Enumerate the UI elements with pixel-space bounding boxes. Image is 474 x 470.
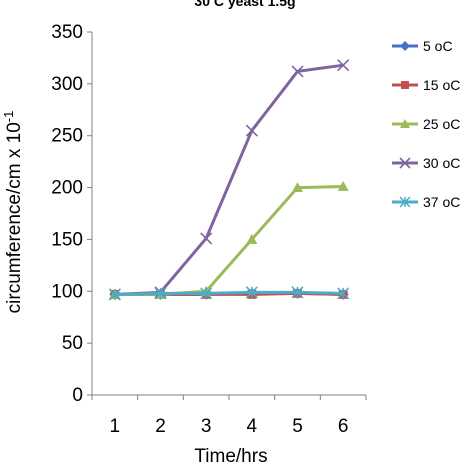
series-2	[109, 181, 349, 299]
data-point	[337, 181, 349, 191]
data-point	[245, 286, 258, 299]
legend-entry: 25 oC	[392, 116, 460, 132]
y-axis-label: circumference/cm x 10	[4, 122, 25, 313]
x-tick-label: 4	[247, 416, 258, 437]
y-axis-title: circumference/cm x 10-1	[1, 111, 26, 314]
legend-entry: 30 oC	[392, 155, 460, 171]
plot-area: 0 50 100 150 200 250 300 350 1 2 3 4 5 6	[51, 22, 367, 437]
data-point	[337, 59, 350, 72]
legend-swatch-marker	[399, 196, 411, 208]
data-point	[200, 232, 213, 245]
legend-swatch-marker	[399, 157, 411, 169]
y-tick-label: 250	[51, 126, 83, 147]
y-tick-label: 100	[51, 281, 83, 302]
legend-swatch-marker	[400, 119, 410, 128]
x-tick-label: 3	[201, 416, 212, 437]
chart-title: 30 C yeast 1.5g	[194, 0, 295, 9]
data-point	[337, 287, 350, 300]
data-point-stroke	[337, 59, 350, 72]
data-point	[200, 287, 213, 300]
data-point-stroke	[200, 232, 213, 245]
series-4	[108, 286, 350, 301]
svg-text:circumference/cm x 10-1: circumference/cm x 10-1	[1, 111, 26, 314]
y-tick-label: 350	[51, 22, 83, 43]
legend-entry: 37 oC	[392, 194, 460, 210]
y-tick-label: 0	[72, 385, 83, 406]
legend-label: 37 oC	[423, 194, 460, 210]
legend-label: 25 oC	[423, 116, 460, 132]
y-tick-label: 200	[51, 178, 83, 199]
data-point	[291, 65, 304, 78]
data-point	[292, 182, 303, 192]
legend-swatch-marker-stroke	[399, 157, 411, 169]
x-tick-label: 6	[338, 416, 349, 437]
data-point	[108, 288, 121, 301]
legend-label: 5 oC	[423, 38, 453, 54]
data-point-stroke	[291, 65, 304, 78]
legend-entry: 5 oC	[392, 38, 453, 54]
y-tick-label: 50	[62, 333, 83, 354]
x-axis-title: Time/hrs	[194, 446, 267, 467]
data-point	[154, 287, 167, 300]
legend: 5 oC 15 oC 25 oC 30 oC 37 oC	[392, 38, 460, 210]
legend-swatch-marker	[400, 41, 410, 51]
data-point	[291, 286, 304, 299]
y-tick-label: 150	[51, 229, 83, 250]
y-tick-label: 300	[51, 74, 83, 95]
x-tick-label: 2	[155, 416, 166, 437]
legend-entry: 15 oC	[392, 77, 460, 93]
data-point	[245, 124, 258, 137]
legend-swatch-marker	[401, 81, 409, 89]
series-line	[114, 63, 344, 296]
data-point	[246, 233, 258, 244]
legend-label: 15 oC	[423, 77, 460, 93]
y-axis-label-superscript: -1	[1, 111, 16, 123]
series-line	[114, 290, 344, 296]
x-tick-label: 5	[292, 416, 303, 437]
series-line	[114, 185, 344, 296]
data-point-stroke	[245, 124, 258, 137]
x-tick-label: 1	[110, 416, 121, 437]
legend-label: 30 oC	[423, 155, 460, 171]
